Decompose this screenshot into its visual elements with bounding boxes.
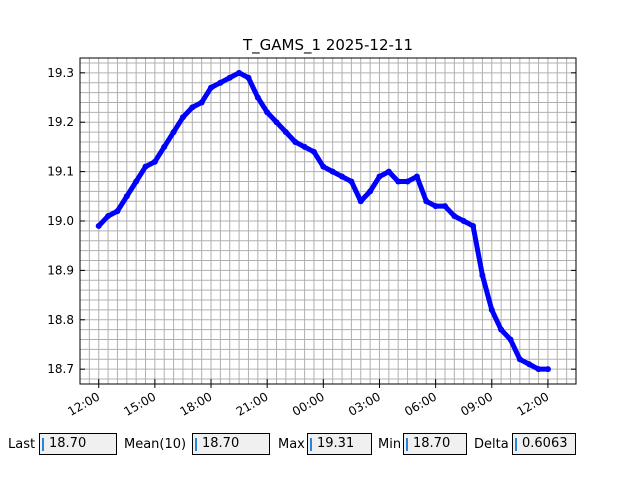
data-point	[376, 173, 383, 180]
x-tick-label: 00:00	[290, 389, 327, 418]
data-point	[441, 203, 448, 210]
x-tick-label: 12:00	[514, 389, 551, 418]
data-point	[170, 129, 177, 136]
data-point	[161, 143, 168, 150]
y-tick-label: 18.9	[47, 263, 74, 277]
data-point	[339, 173, 346, 180]
x-tick-label: 12:00	[65, 389, 102, 418]
x-tick-label: 21:00	[234, 389, 271, 418]
data-point	[310, 148, 317, 155]
data-point	[105, 213, 112, 220]
y-tick-label: 18.7	[47, 362, 74, 376]
data-point	[236, 69, 243, 76]
x-tick-label: 09:00	[458, 389, 495, 418]
data-point	[423, 198, 430, 205]
data-point	[385, 168, 392, 175]
data-point	[114, 208, 121, 215]
data-point	[208, 84, 215, 91]
data-point	[179, 114, 186, 121]
data-point	[544, 366, 551, 373]
min-value-field[interactable]: 18.70	[403, 433, 467, 455]
min-label: Min	[378, 437, 402, 452]
data-point	[245, 74, 252, 81]
data-point	[395, 178, 402, 185]
x-tick-label: 15:00	[121, 389, 158, 418]
data-point	[498, 326, 505, 333]
last-value-field[interactable]: 18.70	[39, 433, 117, 455]
data-point	[301, 143, 308, 150]
data-point	[189, 104, 196, 111]
data-point	[282, 129, 289, 136]
data-point	[142, 163, 149, 170]
y-tick-label: 19.1	[47, 165, 74, 179]
delta-label: Delta	[474, 437, 509, 452]
max-label: Max	[278, 437, 305, 452]
data-point	[329, 168, 336, 175]
y-tick-label: 19.3	[47, 66, 74, 80]
data-point	[320, 163, 327, 170]
data-point	[479, 272, 486, 279]
mean-value-field[interactable]: 18.70	[192, 433, 270, 455]
data-point	[516, 356, 523, 363]
data-point	[413, 173, 420, 180]
series-points	[95, 69, 551, 373]
data-point	[535, 366, 542, 373]
data-point	[470, 222, 477, 229]
data-point	[367, 188, 374, 195]
data-point	[507, 336, 514, 343]
data-point	[273, 119, 280, 126]
data-point	[357, 198, 364, 205]
mean-label: Mean(10)	[124, 437, 187, 452]
data-point	[404, 178, 411, 185]
data-point	[133, 178, 140, 185]
data-point	[151, 158, 158, 165]
y-tick-label: 18.8	[47, 313, 74, 327]
chart-title: T_GAMS_1 2025-12-11	[242, 36, 413, 55]
data-point	[95, 222, 102, 229]
data-point	[460, 218, 467, 224]
data-point	[432, 203, 439, 210]
data-point	[226, 74, 233, 81]
last-label: Last	[8, 437, 36, 452]
data-point	[217, 79, 224, 86]
temperature-chart: T_GAMS_1 2025-12-11 18.7 18.8 18.9 19.0 19.1…	[47, 36, 577, 419]
x-tick-label: 18:00	[178, 389, 215, 418]
delta-value-field[interactable]: 0.6063	[512, 433, 576, 455]
y-tick-label: 19.0	[47, 214, 74, 228]
data-point	[488, 306, 495, 313]
data-point	[451, 213, 458, 220]
y-tick-label: 19.2	[47, 115, 74, 129]
data-point	[526, 361, 533, 368]
stats-bar: Last 18.70 Mean(10) 18.70 Max 19.31 Min …	[0, 430, 640, 460]
x-tick-label: 03:00	[346, 389, 383, 418]
data-point	[198, 99, 205, 106]
grid	[80, 58, 576, 384]
data-point	[264, 109, 271, 116]
x-tick-label: 06:00	[402, 389, 439, 418]
data-point	[254, 94, 261, 101]
max-value-field[interactable]: 19.31	[307, 433, 372, 455]
data-point	[123, 193, 130, 200]
data-point	[292, 138, 299, 145]
data-point	[348, 178, 355, 185]
